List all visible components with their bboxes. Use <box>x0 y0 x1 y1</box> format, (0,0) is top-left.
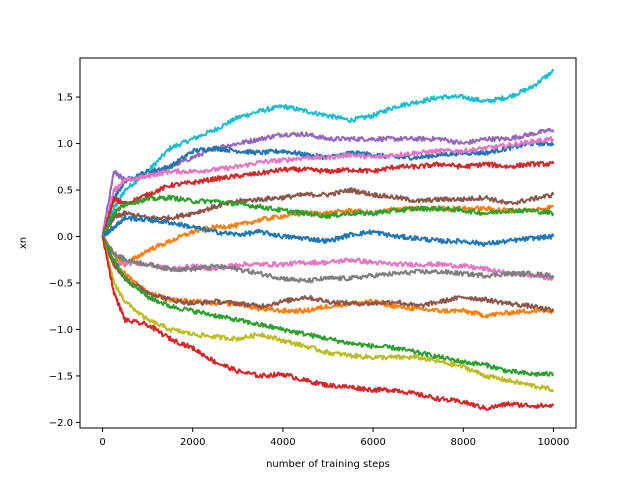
x-tick-label: 8000 <box>451 437 476 448</box>
series-line-7 <box>101 204 555 268</box>
x-tick-label: 2000 <box>180 437 205 448</box>
y-tick-label: 1.0 <box>57 139 73 150</box>
plot-frame <box>79 57 577 429</box>
series-line-4 <box>101 135 555 238</box>
series-line-9 <box>101 214 555 247</box>
x-tick-label: 0 <box>99 437 105 448</box>
series-line-6 <box>101 187 555 237</box>
y-tick-label: −1.0 <box>49 325 73 336</box>
y-tick-label: −2.0 <box>49 418 73 429</box>
series-layer <box>101 68 555 412</box>
x-tick-label: 6000 <box>360 437 385 448</box>
x-tick-label: 4000 <box>270 437 295 448</box>
series-line-8 <box>101 194 555 238</box>
x-axis-label: number of training steps <box>266 459 390 470</box>
series-line-11 <box>101 234 555 284</box>
series-line-15 <box>101 236 555 393</box>
y-axis-ticks: −2.0 −1.5 −1.0 −0.5 0.0 0.5 1.0 1.5 <box>49 93 80 429</box>
series-line-13 <box>101 236 555 313</box>
x-tick-label: 10000 <box>538 437 570 448</box>
y-tick-label: 1.5 <box>57 93 73 104</box>
series-line-16 <box>101 236 555 412</box>
y-tick-label: 0.0 <box>57 232 73 243</box>
y-tick-label: −1.5 <box>49 371 73 382</box>
x-axis-ticks: 0 2000 4000 6000 8000 10000 <box>99 428 569 448</box>
series-line-3 <box>101 140 555 237</box>
series-line-5 <box>101 160 555 237</box>
y-axis-label: xn <box>18 237 29 249</box>
series-line-1 <box>101 68 555 237</box>
series-line-14 <box>101 235 555 377</box>
y-tick-label: 0.5 <box>57 186 73 197</box>
y-tick-label: −0.5 <box>49 278 73 289</box>
